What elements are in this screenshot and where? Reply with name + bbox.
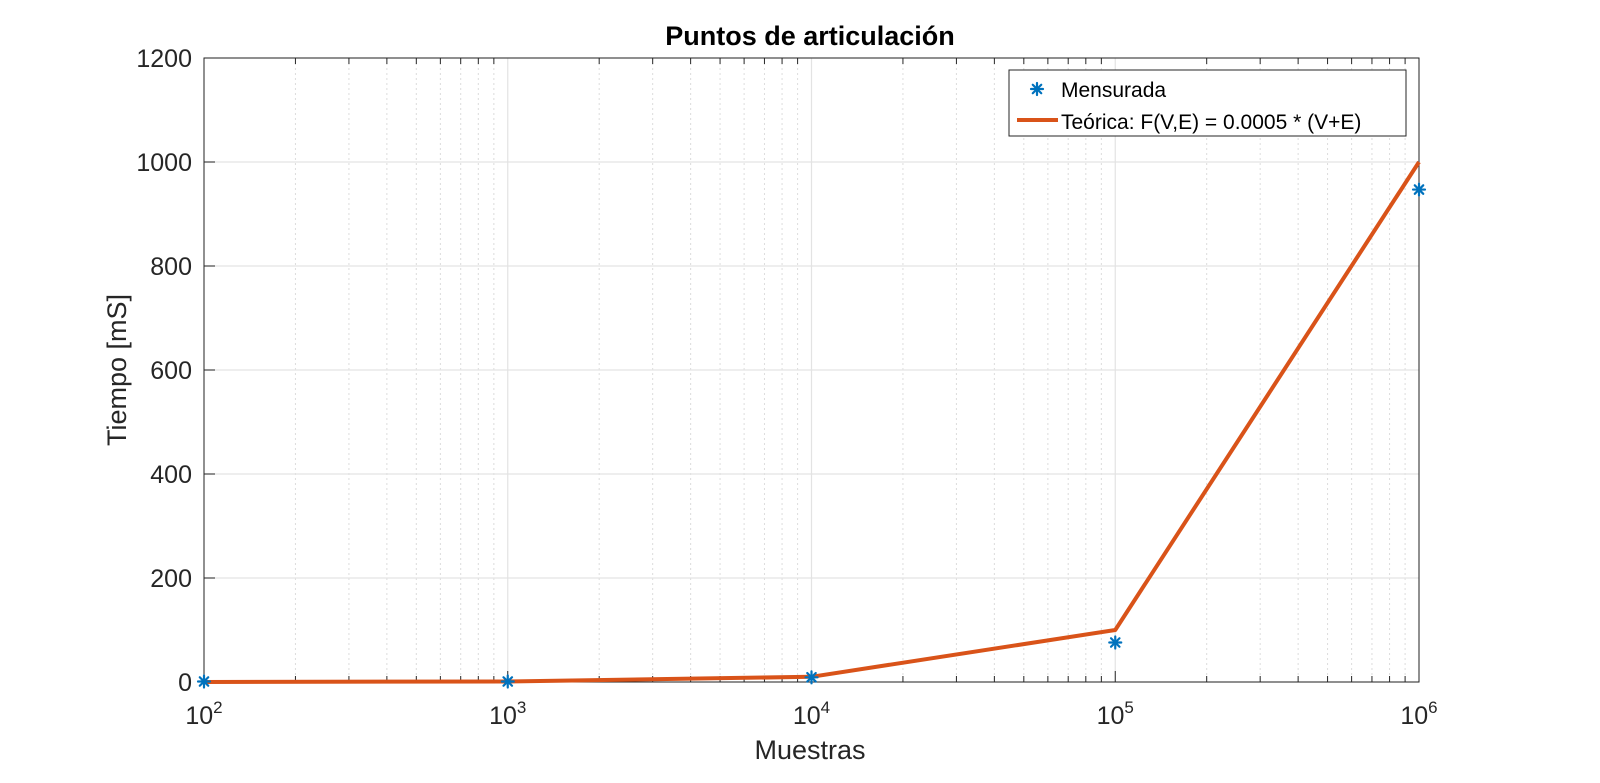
legend: Mensurada Teórica: F(V,E) = 0.0005 * (V+… (1008, 69, 1407, 137)
asterisk-stroke (1413, 184, 1425, 195)
y-tick-label: 200 (150, 565, 192, 593)
y-axis-label: Tiempo [mS] (102, 294, 132, 446)
major-grid (203, 57, 1420, 683)
legend-label-mensurada: Mensurada (1061, 79, 1166, 102)
asterisk-stroke (1109, 637, 1121, 648)
x-axis-label: Muestras (754, 735, 865, 765)
chart-title: Puntos de articulación (665, 21, 955, 51)
asterisk-stroke (198, 676, 210, 687)
y-tick-label: 0 (178, 669, 192, 697)
y-tick-label: 600 (150, 357, 192, 385)
y-tick-label: 1200 (136, 45, 192, 73)
asterisk-stroke (1031, 83, 1043, 95)
x-tick-label: 104 (793, 698, 830, 730)
data-point-mensurada (196, 674, 212, 689)
x-tick-label: 102 (185, 698, 222, 730)
y-tick-label: 1000 (136, 149, 192, 177)
x-tick-label: 106 (1400, 698, 1437, 730)
data-point-mensurada (1411, 182, 1427, 197)
y-tick-label: 800 (150, 253, 192, 281)
y-tick-label: 400 (150, 461, 192, 489)
asterisk-stroke (502, 676, 514, 687)
x-tick-label: 103 (489, 698, 526, 730)
data-point-mensurada (804, 670, 819, 685)
legend-label-teorica: Teórica: F(V,E) = 0.0005 * (V+E) (1061, 111, 1361, 134)
tick-labels: 102 103 104 105 106 0 200 400 600 800 1000 1200 (136, 45, 1437, 730)
asterisk-stroke (806, 671, 817, 683)
legend-marker-mensurada (1029, 81, 1045, 97)
legend-box (1008, 69, 1407, 137)
data-point-mensurada (1108, 635, 1123, 650)
legend-asterisk (1029, 81, 1045, 97)
data-point-mensurada (500, 674, 515, 689)
series-layer (196, 160, 1427, 689)
x-tick-label: 105 (1097, 698, 1134, 730)
